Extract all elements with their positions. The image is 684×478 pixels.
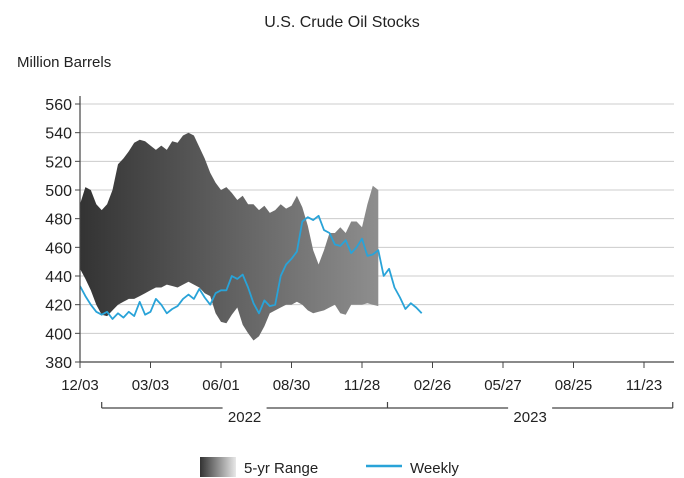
legend: 5-yr Range Weekly	[200, 457, 459, 477]
x-tick-label: 08/25	[555, 377, 593, 394]
x-tick-label: 06/01	[202, 377, 240, 394]
year-label-gap	[508, 405, 553, 411]
y-tick-label: 440	[45, 269, 72, 286]
legend-label-weekly: Weekly	[410, 460, 459, 477]
y-axis-ticks: 380 400 420 440 460 480 500 520 540 560	[45, 97, 80, 372]
y-tick-label: 460	[45, 240, 72, 257]
legend-swatch-range	[200, 457, 236, 477]
chart-title: U.S. Crude Oil Stocks	[264, 14, 420, 31]
x-tick-label: 02/26	[414, 377, 452, 394]
x-tick-label: 08/30	[273, 377, 311, 394]
axes	[79, 96, 674, 363]
plot-area	[80, 132, 423, 341]
y-tick-label: 520	[45, 154, 72, 171]
y-tick-label: 480	[45, 212, 72, 229]
y-axis-label: Million Barrels	[17, 54, 111, 71]
year-label: 2022	[228, 409, 261, 426]
five-year-range-area	[80, 132, 379, 341]
y-tick-label: 380	[45, 355, 72, 372]
legend-label-range: 5-yr Range	[244, 460, 318, 477]
x-axis-ticks: 12/03 03/03 06/01 08/30 11/28 02/26 05/27 08/25…	[61, 362, 662, 394]
x-tick-label: 11/23	[626, 377, 662, 394]
y-tick-label: 420	[45, 298, 72, 315]
y-tick-label: 400	[45, 326, 72, 343]
x-tick-label: 03/03	[132, 377, 170, 394]
y-tick-label: 560	[45, 97, 72, 114]
y-tick-label: 540	[45, 126, 72, 143]
x-tick-label: 12/03	[61, 377, 99, 394]
year-label: 2023	[513, 409, 546, 426]
x-tick-label: 11/28	[344, 377, 380, 394]
y-tick-label: 500	[45, 183, 72, 200]
year-label-gap	[222, 405, 267, 411]
x-tick-label: 05/27	[484, 377, 522, 394]
weekly-series-line	[80, 214, 423, 320]
year-groups: 2022 2023	[101, 402, 674, 426]
